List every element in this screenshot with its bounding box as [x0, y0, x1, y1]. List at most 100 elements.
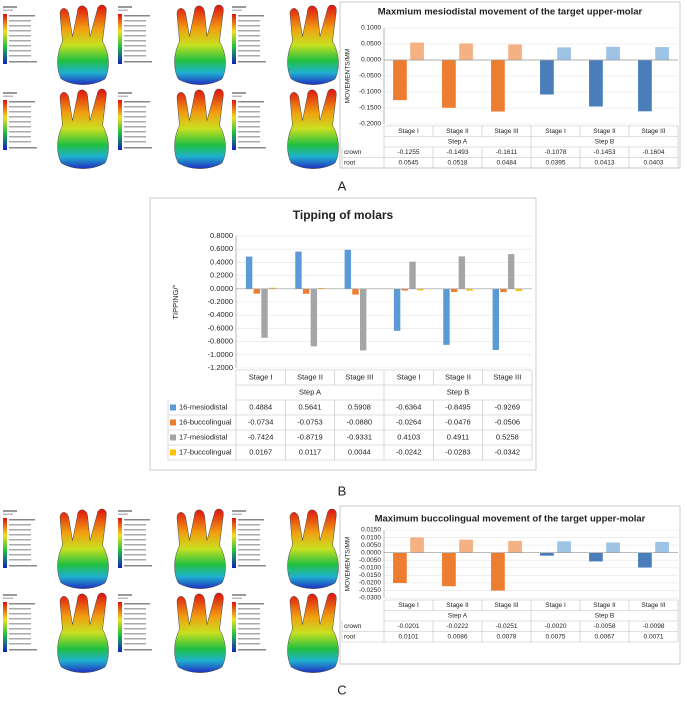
group-label: Step B: [595, 612, 615, 619]
bar: [655, 47, 669, 60]
y-axis-title: MOVEMENTS/MM: [345, 537, 352, 592]
legend-label: 16-buccolingual: [179, 417, 232, 426]
bar: [557, 541, 571, 552]
table-value: -0.0734: [248, 417, 273, 426]
y-tick-label: -0.2000: [359, 121, 381, 128]
bar: [394, 289, 400, 331]
x-tick-label: Stage II: [297, 372, 323, 381]
chart: Maximum buccolingual movement of the tar…: [340, 506, 680, 664]
table-value: -0.0251: [495, 623, 517, 630]
x-tick-label: Stage I: [398, 602, 419, 609]
table-value: 0.0117: [299, 447, 321, 456]
bar: [540, 60, 554, 94]
panel-label: B: [338, 483, 347, 498]
y-tick-label: -0.2000: [208, 297, 233, 306]
table-value: -0.0753: [297, 417, 322, 426]
bar: [303, 289, 309, 294]
bar: [451, 289, 457, 292]
group-label: Step B: [447, 387, 470, 396]
legend-label: crown: [344, 623, 362, 630]
y-tick-label: -0.0500: [359, 73, 381, 80]
table-value: -0.0342: [495, 447, 520, 456]
x-tick-label: Stage III: [641, 602, 665, 609]
bar: [540, 553, 554, 556]
y-tick-label: -0.0200: [359, 580, 381, 587]
chart-title: Tipping of molars: [293, 208, 394, 222]
chart-frame: [150, 198, 536, 470]
table-value: -0.1255: [397, 149, 419, 156]
legend-label: 17-buccolingual: [179, 447, 232, 456]
y-tick-label: 0.0050: [361, 542, 381, 549]
bar: [508, 254, 514, 289]
table-value: -0.1078: [544, 149, 566, 156]
table-value: -0.0058: [593, 623, 615, 630]
bar: [295, 252, 301, 289]
group-label: Step B: [595, 138, 615, 145]
y-tick-label: 0.1000: [361, 25, 381, 32]
table-value: 0.0067: [595, 633, 615, 640]
table-value: 0.0545: [399, 159, 419, 166]
legend-swatch: [170, 405, 176, 411]
y-tick-label: -0.4000: [208, 310, 233, 319]
table-value: -0.0098: [642, 623, 664, 630]
y-tick-label: -0.0050: [359, 557, 381, 564]
table-value: 0.0078: [497, 633, 517, 640]
y-tick-label: -1.0000: [208, 350, 233, 359]
table-value: -0.9269: [495, 402, 520, 411]
legend-label: root: [344, 633, 355, 640]
y-tick-label: 0.0100: [361, 534, 381, 541]
table-value: 0.4103: [397, 432, 420, 441]
chart-title: Maximum buccolingual movement of the tar…: [375, 514, 646, 525]
bar: [459, 43, 473, 60]
table-value: -0.0201: [397, 623, 419, 630]
x-tick-label: Stage III: [494, 128, 518, 135]
bar: [442, 60, 456, 108]
y-tick-label: 0.2000: [210, 271, 233, 280]
table-value: -0.1493: [446, 149, 468, 156]
legend-label: 16-mesiodistal: [179, 402, 228, 411]
table-value: -0.0020: [544, 623, 566, 630]
bar: [638, 553, 652, 568]
chart: Maxmium mesiodistal movement of the targ…: [340, 2, 680, 168]
x-tick-label: Stage III: [345, 372, 373, 381]
bar: [345, 250, 351, 289]
table-value: 0.0075: [546, 633, 566, 640]
bar: [261, 289, 267, 338]
y-tick-label: -0.0300: [359, 595, 381, 602]
table-value: 0.0403: [644, 159, 664, 166]
legend-label: crown: [344, 149, 362, 156]
bar: [410, 537, 424, 552]
panel-label: A: [338, 178, 347, 193]
x-tick-label: Stage II: [593, 602, 616, 609]
table-value: 0.0484: [497, 159, 517, 166]
table-value: -0.0476: [445, 417, 470, 426]
bar: [393, 553, 407, 583]
legend-swatch: [170, 420, 176, 426]
table-value: 0.5908: [348, 402, 371, 411]
y-tick-label: -0.0100: [359, 564, 381, 571]
bar: [508, 541, 522, 553]
bar: [459, 256, 465, 288]
group-label: Step A: [448, 612, 468, 619]
y-tick-label: 0.0150: [361, 527, 381, 534]
table-value: -0.1604: [642, 149, 664, 156]
table-value: 0.0071: [644, 633, 664, 640]
bar: [589, 553, 603, 562]
bar: [606, 47, 620, 60]
table-value: -0.0506: [495, 417, 520, 426]
y-tick-label: 0.0500: [361, 41, 381, 48]
bar: [500, 289, 506, 292]
table-value: -0.0242: [396, 447, 421, 456]
x-tick-label: Stage I: [545, 602, 566, 609]
table-value: 0.5641: [299, 402, 322, 411]
chart: Tipping of molarsTIPPING/°0.80000.60000.…: [150, 198, 536, 470]
bar: [557, 47, 571, 60]
table-value: 0.5258: [496, 432, 519, 441]
panel-label: C: [337, 682, 346, 697]
table-value: 0.0413: [595, 159, 615, 166]
bar: [410, 43, 424, 60]
table-value: -0.8495: [445, 402, 470, 411]
y-tick-label: -0.1500: [359, 105, 381, 112]
x-tick-label: Stage II: [446, 602, 469, 609]
